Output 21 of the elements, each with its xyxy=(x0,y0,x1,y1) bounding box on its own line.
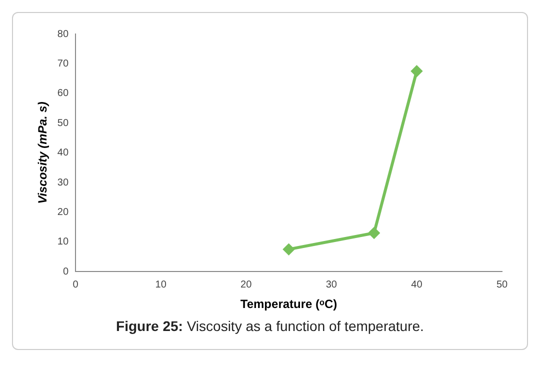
y-tick-label: 50 xyxy=(57,118,69,129)
y-tick-label: 0 xyxy=(62,266,69,278)
x-tick-label: 0 xyxy=(72,279,79,290)
point xyxy=(283,244,294,255)
x-tick-label: 10 xyxy=(155,279,167,290)
point xyxy=(411,66,422,77)
y-tick-label: 10 xyxy=(57,236,69,248)
y-tick-label: 80 xyxy=(57,28,69,40)
y-tick-label: 60 xyxy=(57,88,69,100)
caption: Figure 25: Viscosity as a function of temperature. xyxy=(115,318,425,334)
x-tick-label: 30 xyxy=(326,279,338,290)
point xyxy=(368,227,380,238)
x-tick-label: 50 xyxy=(496,279,508,290)
x-tick-label: 20 xyxy=(240,279,252,290)
y-tick-label: 40 xyxy=(57,148,69,159)
y-tick-label: 30 xyxy=(57,177,69,188)
y-tick-label: 70 xyxy=(57,58,69,70)
x-axis-title: Temperature (ᵒC) xyxy=(240,297,338,312)
y-axis-title: Viscosity (mPa. s) xyxy=(36,102,50,204)
x-tick-label: 40 xyxy=(411,279,423,290)
y-tick-label: 20 xyxy=(57,206,69,218)
